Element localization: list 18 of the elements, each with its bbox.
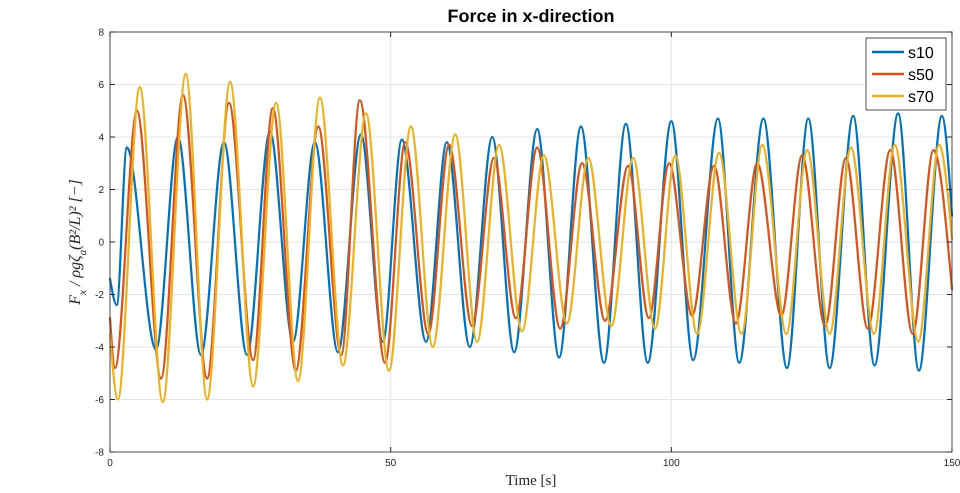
x-tick-label: 0 <box>107 458 114 469</box>
legend-label: s70 <box>908 89 934 106</box>
y-tick-label: -4 <box>95 342 104 354</box>
legend-label: s50 <box>908 67 934 84</box>
y-tick-label: -6 <box>95 395 104 406</box>
x-tick-label: 150 <box>944 458 960 469</box>
x-tick-label: 50 <box>385 458 397 469</box>
y-tick-label: -8 <box>95 448 104 458</box>
y-tick-label: 2 <box>98 185 104 196</box>
x-axis-title: Time [s] <box>506 473 556 489</box>
y-tick-label: 0 <box>98 238 104 248</box>
y-tick-label: 8 <box>98 28 104 38</box>
y-tick-label: 4 <box>98 132 104 144</box>
chart-title: Force in x-direction <box>447 6 615 26</box>
y-tick-label: 6 <box>98 80 104 91</box>
y-tick-label: -2 <box>95 290 104 301</box>
x-tick-label: 100 <box>662 458 680 469</box>
legend-label: s10 <box>908 45 934 62</box>
